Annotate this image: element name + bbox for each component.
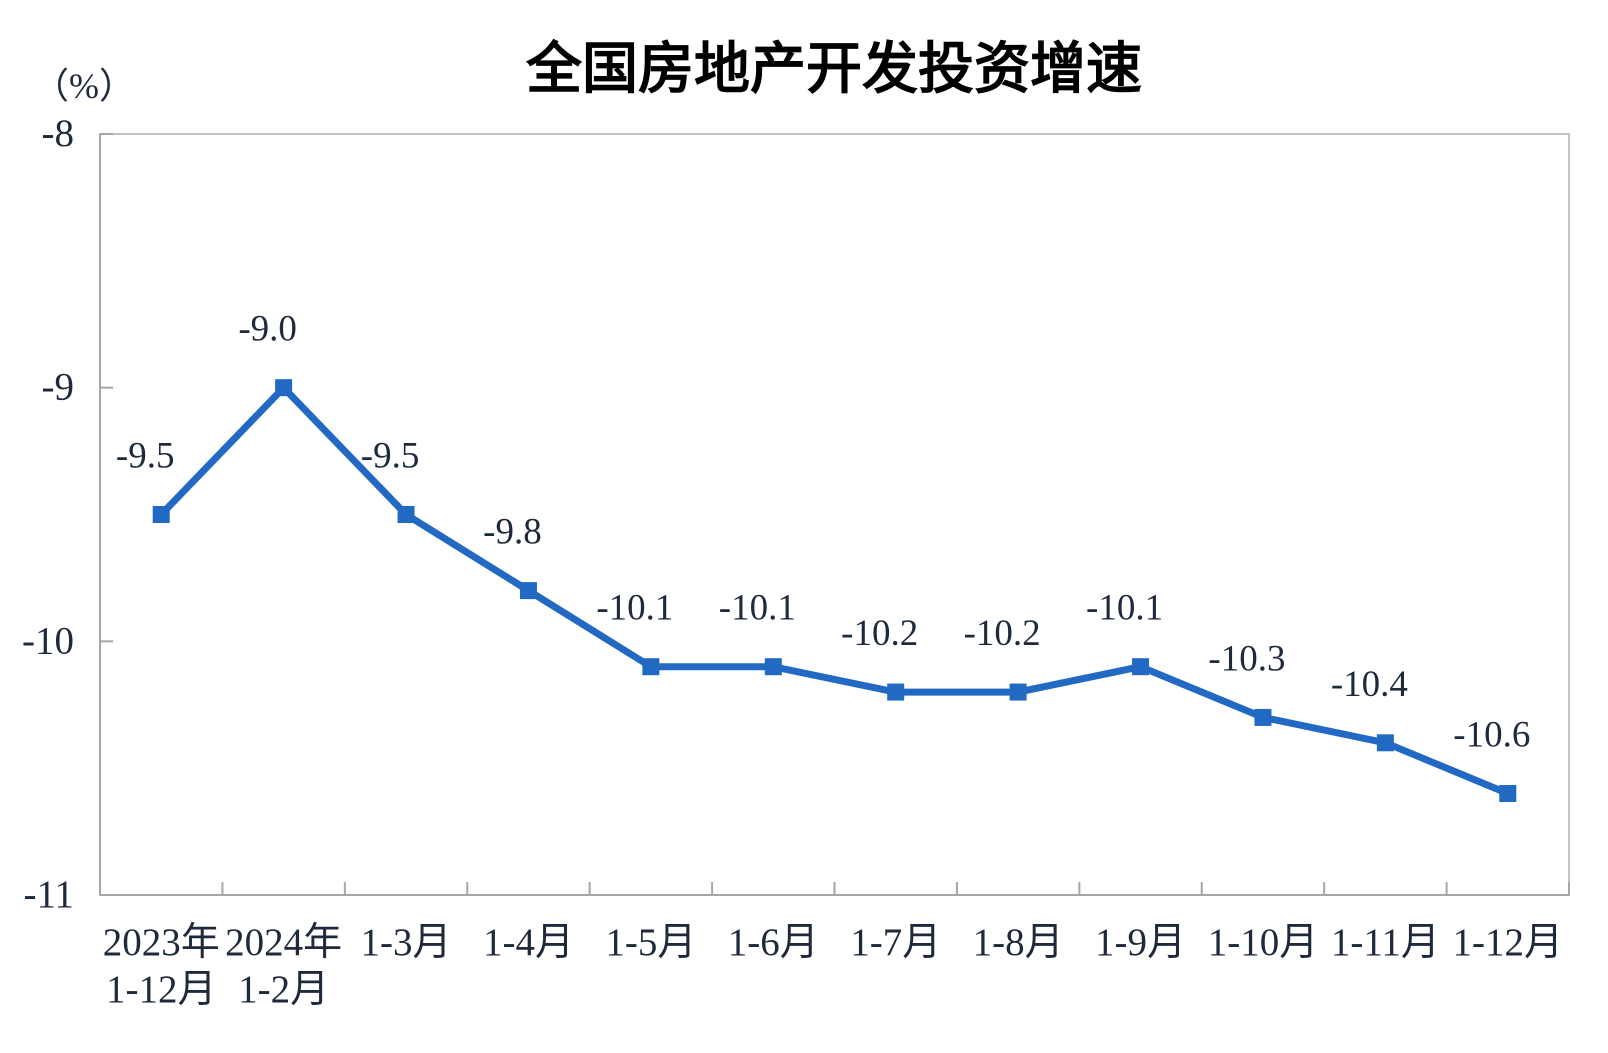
- data-point-marker: [1009, 683, 1027, 701]
- series-group: -9.5 -9.0 -9.5 -9.8 -10.1 -10.1 -10.2 -10.2 -10.…: [116, 309, 1530, 803]
- data-point-marker: [397, 506, 415, 523]
- data-point-label: -10.1: [719, 588, 796, 629]
- data-point-marker: [519, 582, 537, 600]
- y-axis-tick-label: -10: [22, 619, 74, 662]
- x-axis-tick-label: 1-10月: [1208, 921, 1319, 964]
- x-axis-tick-label: 1-12月: [1453, 921, 1564, 964]
- data-point-marker: [1254, 708, 1272, 726]
- x-axis-tick-label-line2: 1-12月: [106, 968, 217, 1011]
- data-point-marker: [1132, 658, 1150, 676]
- x-axis-tick-label: 1-7月: [850, 921, 941, 964]
- data-point-marker: [1499, 785, 1517, 803]
- y-axis-tick-label: -9: [42, 366, 75, 409]
- x-axis-tick-label: 1-4月: [483, 921, 574, 964]
- data-point-marker: [642, 658, 660, 676]
- data-point-marker: [1376, 734, 1394, 752]
- data-point-marker: [152, 506, 170, 523]
- x-axis-tick-label: 1-3月: [361, 921, 452, 964]
- plot-border: [99, 133, 1570, 896]
- data-point-label: -10.2: [964, 613, 1041, 654]
- x-axis-tick-label: 2023年: [103, 921, 220, 964]
- data-point-label: -10.6: [1453, 715, 1530, 756]
- x-axis-tick-label-line2: 1-2月: [238, 968, 329, 1011]
- data-point-marker: [764, 658, 782, 676]
- y-axis: -8 -9 -10 -11: [22, 112, 113, 916]
- y-axis-unit-label: （%）: [33, 66, 135, 106]
- data-point-label: -10.1: [1086, 588, 1163, 629]
- x-axis-tick-label: 1-9月: [1095, 921, 1186, 964]
- x-axis-tick-label: 1-5月: [605, 921, 696, 964]
- data-point-label: -9.8: [483, 512, 542, 553]
- y-axis-tick-label: -8: [42, 112, 75, 155]
- y-axis-tick-label: -11: [23, 873, 74, 916]
- x-axis-tick-label: 1-6月: [728, 921, 819, 964]
- data-point-marker: [275, 379, 293, 397]
- data-point-label: -10.1: [596, 588, 673, 629]
- x-axis-tick-label: 2024年: [225, 921, 342, 964]
- data-point-label: -10.3: [1208, 638, 1285, 679]
- x-axis-tick-label: 1-11月: [1331, 921, 1440, 964]
- data-point-label: -10.2: [841, 613, 918, 654]
- data-point-label: -9.0: [238, 309, 297, 350]
- data-point-label: -10.4: [1331, 664, 1408, 705]
- data-point-label: -9.5: [361, 436, 420, 477]
- chart-title: 全国房地产开发投资增速: [525, 37, 1142, 100]
- data-point-marker: [887, 683, 905, 701]
- series-line: [158, 382, 1510, 797]
- data-point-label: -9.5: [116, 436, 175, 477]
- x-axis-tick-label: 1-8月: [973, 921, 1064, 964]
